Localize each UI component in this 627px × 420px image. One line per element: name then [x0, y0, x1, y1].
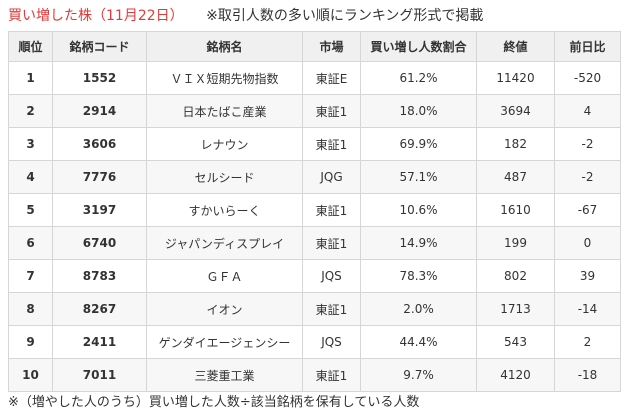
close-price-cell: 3694 [476, 94, 555, 128]
stock-name-cell: ジャパンディスプレイ [146, 226, 303, 260]
stock-code-cell: 7776 [52, 160, 147, 194]
table-header-row: 順位 銘柄コード 銘柄名 市場 買い増し人数割合 終値 前日比 [8, 31, 621, 62]
close-price-cell: 182 [476, 127, 555, 161]
table-row: 2 2914 日本たばこ産業 東証1 18.0% 3694 4 [8, 94, 621, 128]
stock-code-cell: 8267 [52, 292, 147, 326]
ratio-cell: 57.1% [360, 160, 477, 194]
column-header-name: 銘柄名 [146, 31, 303, 62]
ratio-cell: 69.9% [360, 127, 477, 161]
rank-cell: 5 [8, 193, 53, 227]
page-header: 買い増した株（11月22日） ※取引人数の多い順にランキング形式で掲載 [8, 5, 483, 27]
stock-code-cell: 8783 [52, 259, 147, 293]
close-price-cell: 4120 [476, 358, 555, 392]
ratio-cell: 10.6% [360, 193, 477, 227]
close-price-cell: 543 [476, 325, 555, 359]
rank-cell: 2 [8, 94, 53, 128]
table-row: 3 3606 レナウン 東証1 69.9% 182 -2 [8, 127, 621, 161]
table-row: 7 8783 ＧＦＡ JQS 78.3% 802 39 [8, 259, 621, 293]
ranking-table: 順位 銘柄コード 銘柄名 市場 買い増し人数割合 終値 前日比 1 1552 ＶＩＸ… [8, 31, 621, 392]
table-row: 8 8267 イオン 東証1 2.0% 1713 -14 [8, 292, 621, 326]
table-row: 4 7776 セルシード JQG 57.1% 487 -2 [8, 160, 621, 194]
close-price-cell: 11420 [476, 61, 555, 95]
stock-name-cell: ゲンダイエージェンシー [146, 325, 303, 359]
stock-code-cell: 2411 [52, 325, 147, 359]
stock-code-cell: 3606 [52, 127, 147, 161]
stock-code-cell: 2914 [52, 94, 147, 128]
table-row: 10 7011 三菱重工業 東証1 9.7% 4120 -18 [8, 358, 621, 392]
change-cell: 2 [554, 325, 621, 359]
market-cell: 東証1 [302, 94, 361, 128]
rank-cell: 6 [8, 226, 53, 260]
column-header-ratio: 買い増し人数割合 [360, 31, 477, 62]
table-row: 6 6740 ジャパンディスプレイ 東証1 14.9% 199 0 [8, 226, 621, 260]
stock-name-cell: イオン [146, 292, 303, 326]
market-cell: JQS [302, 325, 361, 359]
column-header-market: 市場 [302, 31, 361, 62]
footer-note: ※（増やした人のうち）買い増した人数÷該当銘柄を保有している人数 [8, 395, 420, 410]
rank-cell: 3 [8, 127, 53, 161]
rank-cell: 10 [8, 358, 53, 392]
ratio-cell: 44.4% [360, 325, 477, 359]
stock-name-cell: 日本たばこ産業 [146, 94, 303, 128]
column-header-close: 終値 [476, 31, 555, 62]
ranking-table-body: 1 1552 ＶＩＸ短期先物指数 東証E 61.2% 11420 -520 2 2914 日本たば… [8, 61, 621, 392]
close-price-cell: 199 [476, 226, 555, 260]
stock-name-cell: ＶＩＸ短期先物指数 [146, 61, 303, 95]
close-price-cell: 1610 [476, 193, 555, 227]
change-cell: -67 [554, 193, 621, 227]
change-cell: 4 [554, 94, 621, 128]
market-cell: JQG [302, 160, 361, 194]
rank-cell: 7 [8, 259, 53, 293]
table-row: 5 3197 すかいらーく 東証1 10.6% 1610 -67 [8, 193, 621, 227]
stock-code-cell: 1552 [52, 61, 147, 95]
ratio-cell: 61.2% [360, 61, 477, 95]
market-cell: 東証1 [302, 358, 361, 392]
close-price-cell: 1713 [476, 292, 555, 326]
market-cell: 東証1 [302, 292, 361, 326]
stock-name-cell: レナウン [146, 127, 303, 161]
rank-cell: 9 [8, 325, 53, 359]
page-subtitle: ※取引人数の多い順にランキング形式で掲載 [206, 8, 484, 24]
change-cell: -18 [554, 358, 621, 392]
page-title: 買い増した株（11月22日） [8, 8, 184, 24]
rank-cell: 1 [8, 61, 53, 95]
column-header-rank: 順位 [8, 31, 53, 62]
rank-cell: 4 [8, 160, 53, 194]
change-cell: -2 [554, 127, 621, 161]
ratio-cell: 14.9% [360, 226, 477, 260]
ratio-cell: 78.3% [360, 259, 477, 293]
market-cell: 東証E [302, 61, 361, 95]
stock-name-cell: 三菱重工業 [146, 358, 303, 392]
stock-code-cell: 3197 [52, 193, 147, 227]
change-cell: -2 [554, 160, 621, 194]
market-cell: 東証1 [302, 127, 361, 161]
change-cell: 39 [554, 259, 621, 293]
table-row: 9 2411 ゲンダイエージェンシー JQS 44.4% 543 2 [8, 325, 621, 359]
ratio-cell: 9.7% [360, 358, 477, 392]
table-row: 1 1552 ＶＩＸ短期先物指数 東証E 61.2% 11420 -520 [8, 61, 621, 95]
column-header-change: 前日比 [554, 31, 621, 62]
stock-name-cell: セルシード [146, 160, 303, 194]
stock-code-cell: 7011 [52, 358, 147, 392]
stock-name-cell: すかいらーく [146, 193, 303, 227]
change-cell: -14 [554, 292, 621, 326]
rank-cell: 8 [8, 292, 53, 326]
ratio-cell: 18.0% [360, 94, 477, 128]
market-cell: 東証1 [302, 226, 361, 260]
market-cell: 東証1 [302, 193, 361, 227]
market-cell: JQS [302, 259, 361, 293]
column-header-code: 銘柄コード [52, 31, 147, 62]
ratio-cell: 2.0% [360, 292, 477, 326]
close-price-cell: 487 [476, 160, 555, 194]
change-cell: 0 [554, 226, 621, 260]
change-cell: -520 [554, 61, 621, 95]
close-price-cell: 802 [476, 259, 555, 293]
stock-name-cell: ＧＦＡ [146, 259, 303, 293]
stock-code-cell: 6740 [52, 226, 147, 260]
